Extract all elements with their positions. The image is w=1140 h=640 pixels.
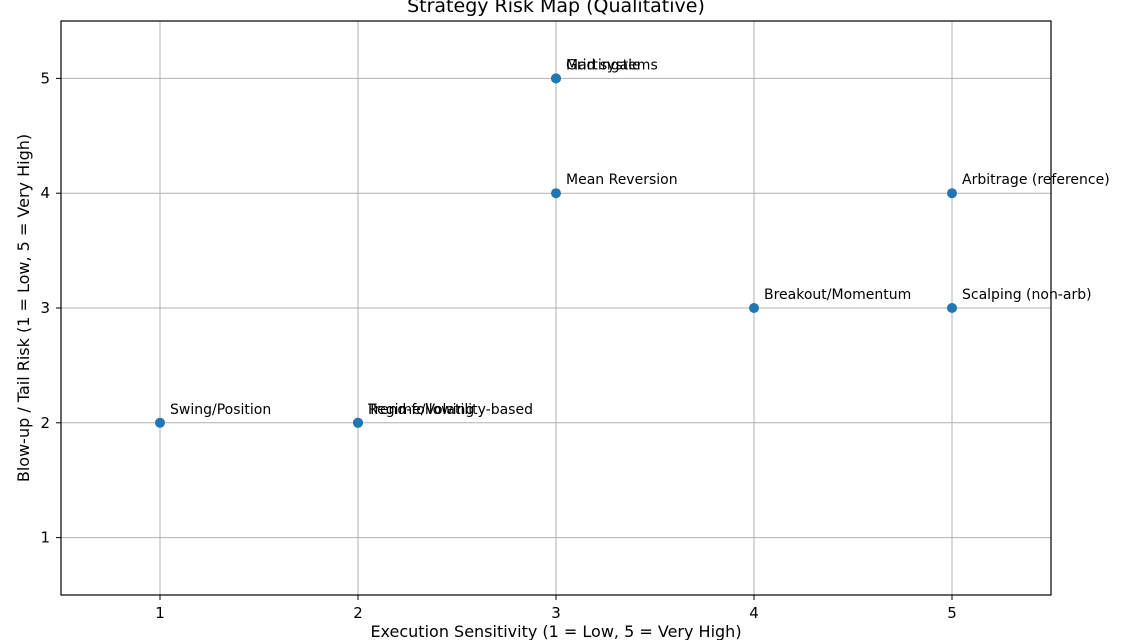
x-tick-label: 3 bbox=[551, 604, 561, 622]
x-tick-label: 2 bbox=[353, 604, 363, 622]
x-tick-label: 5 bbox=[947, 604, 957, 622]
y-tick-label: 2 bbox=[40, 414, 50, 432]
y-tick-label: 3 bbox=[40, 299, 50, 317]
point-label: Swing/Position bbox=[170, 402, 271, 418]
chart-title: Strategy Risk Map (Qualitative) bbox=[407, 0, 705, 17]
grid-layer bbox=[61, 21, 1051, 595]
plot-frame bbox=[60, 20, 1052, 596]
y-axis-label: Blow-up / Tail Risk (1 = Low, 5 = Very H… bbox=[14, 134, 33, 482]
y-tick-label: 4 bbox=[40, 184, 50, 202]
y-tick-label: 1 bbox=[40, 529, 50, 547]
x-tick-label: 4 bbox=[749, 604, 759, 622]
scatter-point bbox=[749, 303, 759, 313]
point-label: Trend-following bbox=[367, 402, 474, 418]
scatter-point bbox=[155, 417, 165, 428]
point-label: Grid systems bbox=[566, 57, 658, 73]
scatter-point bbox=[947, 188, 957, 199]
scatter-point bbox=[947, 303, 957, 313]
scatter-point bbox=[551, 188, 561, 199]
y-tick-label: 5 bbox=[40, 69, 50, 87]
point-label: Arbitrage (reference) bbox=[962, 172, 1110, 188]
x-tick-label: 1 bbox=[155, 604, 165, 622]
point-label: Regime/Volatility-based bbox=[368, 402, 533, 418]
point-label: Scalping (non-arb) bbox=[962, 287, 1092, 303]
scatter-point bbox=[551, 73, 561, 84]
point-layer bbox=[155, 73, 957, 428]
point-label: Mean Reversion bbox=[566, 172, 678, 188]
point-label: Martingale bbox=[566, 57, 641, 73]
tick-layer: 1 2 3 4 5 1 2 3 4 5 bbox=[40, 69, 956, 622]
x-axis-label: Execution Sensitivity (1 = Low, 5 = Very… bbox=[370, 622, 741, 640]
point-label: Breakout/Momentum bbox=[764, 287, 911, 303]
scatter-point bbox=[353, 417, 363, 428]
